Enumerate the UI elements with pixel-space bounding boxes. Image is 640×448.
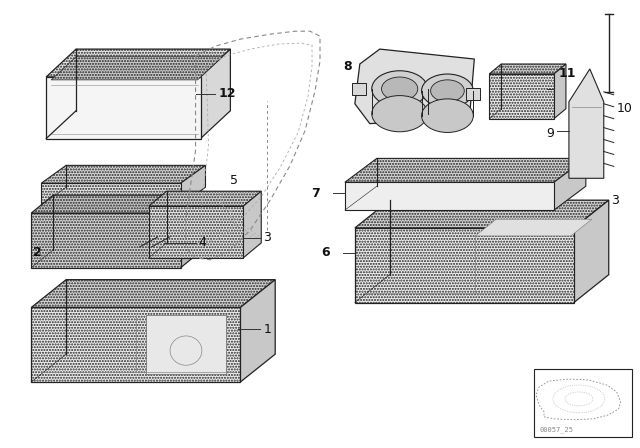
Ellipse shape (372, 95, 428, 132)
Text: 12: 12 (218, 87, 236, 100)
Polygon shape (489, 74, 554, 119)
Text: 9: 9 (546, 127, 554, 140)
Polygon shape (31, 280, 275, 307)
Polygon shape (41, 165, 205, 183)
Polygon shape (243, 191, 261, 258)
Polygon shape (180, 195, 202, 268)
Polygon shape (476, 219, 592, 236)
Text: 3: 3 (263, 232, 271, 245)
Polygon shape (31, 195, 202, 213)
Polygon shape (41, 183, 180, 205)
Ellipse shape (157, 229, 170, 237)
Polygon shape (46, 49, 230, 77)
Bar (467, 88, 480, 100)
Polygon shape (46, 77, 200, 138)
Text: 2: 2 (33, 246, 42, 259)
Polygon shape (241, 280, 275, 382)
Polygon shape (147, 315, 226, 374)
Text: 10: 10 (617, 102, 632, 115)
Ellipse shape (372, 71, 428, 107)
Polygon shape (355, 228, 574, 302)
Polygon shape (31, 307, 241, 382)
Ellipse shape (381, 77, 418, 101)
Text: 1: 1 (263, 323, 271, 336)
Polygon shape (148, 206, 243, 258)
Text: 4: 4 (198, 237, 207, 250)
Text: 6: 6 (321, 246, 330, 259)
Ellipse shape (422, 99, 474, 133)
Ellipse shape (431, 80, 464, 102)
Polygon shape (345, 182, 554, 210)
Polygon shape (180, 165, 205, 205)
Bar (534, 369, 632, 437)
Polygon shape (345, 159, 586, 182)
Text: 5: 5 (230, 174, 238, 187)
Text: 8: 8 (343, 60, 352, 73)
Polygon shape (489, 64, 566, 74)
Text: 3: 3 (611, 194, 619, 207)
Text: 7: 7 (311, 187, 320, 200)
Ellipse shape (422, 74, 474, 108)
Ellipse shape (140, 239, 152, 247)
Text: 11: 11 (559, 68, 577, 81)
Bar (352, 83, 366, 95)
Polygon shape (554, 159, 586, 210)
Polygon shape (51, 56, 223, 80)
Polygon shape (554, 64, 566, 119)
Polygon shape (569, 69, 604, 178)
Text: 00057_25: 00057_25 (539, 426, 573, 433)
Polygon shape (574, 200, 609, 302)
Polygon shape (355, 200, 609, 228)
Polygon shape (31, 213, 180, 268)
Polygon shape (200, 49, 230, 138)
Polygon shape (355, 49, 474, 124)
Polygon shape (148, 191, 261, 206)
